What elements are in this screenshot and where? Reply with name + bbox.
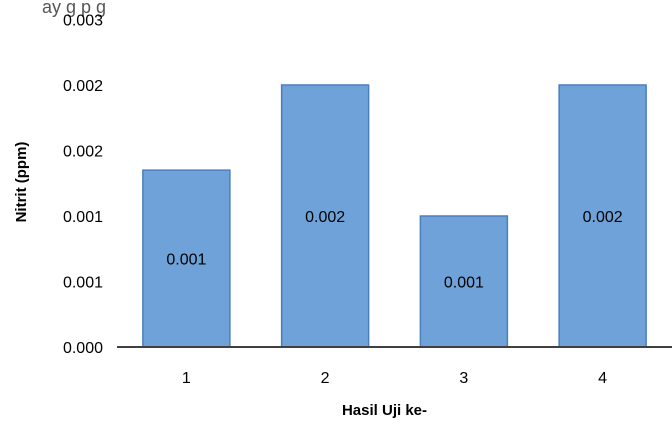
bars [142,84,647,348]
data-labels: 0.001 0.002 0.001 0.002 [166,209,622,292]
y-tick-label: 0.003 [63,13,103,30]
bar [419,215,509,348]
bar [558,84,647,348]
data-label: 0.001 [166,252,206,269]
y-axis-title: Nitrit (ppm) [13,142,30,223]
y-axis-tick-labels: 0.000 0.001 0.001 0.002 0.002 0.003 [63,13,103,358]
y-tick-label: 0.001 [63,275,103,292]
data-label: 0.001 [444,275,484,292]
bar [142,169,231,348]
y-tick-label: 0.000 [63,340,103,357]
x-tick-label: 4 [598,370,607,387]
x-tick-label: 3 [459,370,468,387]
y-tick-label: 0.002 [63,78,103,95]
x-tick-label: 2 [321,370,330,387]
x-axis-tick-labels: 1 2 3 4 [182,370,607,387]
data-label: 0.002 [305,209,345,226]
x-axis-title: Hasil Uji ke- [342,402,427,419]
data-label: 0.002 [583,209,623,226]
y-tick-label: 0.002 [63,144,103,161]
x-tick-label: 1 [182,370,191,387]
cropped-caption-fragment: ay g p g [42,0,106,17]
y-tick-label: 0.001 [63,209,103,226]
